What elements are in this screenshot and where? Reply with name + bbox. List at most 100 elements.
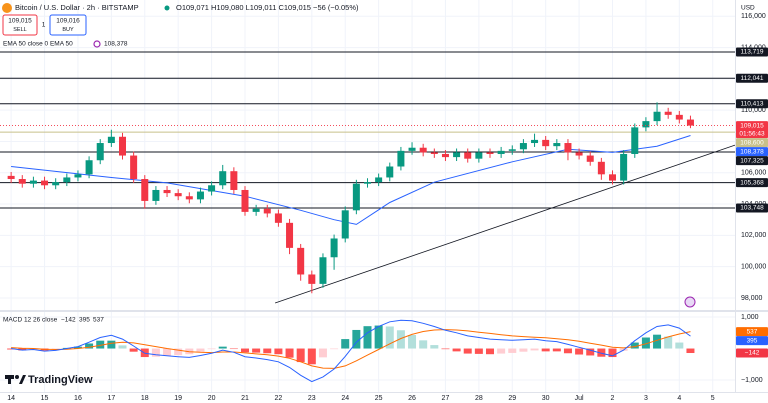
candle-body xyxy=(297,247,305,275)
macd-hist-legend: −142 xyxy=(61,317,76,324)
histogram-bar xyxy=(330,348,339,350)
histogram-bar xyxy=(441,348,450,350)
alert-icon[interactable] xyxy=(684,296,696,308)
buy-label: BUY xyxy=(62,27,74,33)
y-tick-label: −1,000 xyxy=(741,377,763,384)
candle-body xyxy=(419,147,427,153)
x-tick-label: 28 xyxy=(475,395,483,402)
x-tick-label: 14 xyxy=(7,395,15,402)
axis-label-box xyxy=(736,156,768,166)
axis-label: 112,041 xyxy=(740,75,763,82)
candle-body xyxy=(152,189,160,201)
histogram-bar xyxy=(552,348,561,352)
axis-label-box xyxy=(736,348,768,358)
candle-body xyxy=(341,210,349,239)
histogram-bar xyxy=(385,326,394,349)
ohlc-values: O109,071 H109,080 L109,011 C109,015 −56 … xyxy=(176,3,359,12)
symbol-title: Bitcoin / U.S. Dollar · 2h · BITSTAMP xyxy=(15,3,139,12)
axis-label-box xyxy=(736,47,768,57)
candle-body xyxy=(631,127,639,154)
histogram-bar xyxy=(18,348,27,351)
axis-label: 110,413 xyxy=(740,100,763,107)
axis-label: −142 xyxy=(745,350,760,357)
candle-body xyxy=(664,111,672,115)
candle-body xyxy=(575,152,583,156)
histogram-bar xyxy=(241,348,249,353)
candle-body xyxy=(475,152,483,159)
candle-body xyxy=(620,153,628,181)
histogram-bar xyxy=(641,337,650,349)
candle-body xyxy=(542,139,550,147)
indicator-icon[interactable] xyxy=(93,40,101,48)
candle-body xyxy=(686,119,694,126)
candle-body xyxy=(141,179,149,201)
histogram-bar xyxy=(486,348,494,355)
histogram-bar xyxy=(341,339,350,349)
logo-part xyxy=(15,375,19,379)
axis-label: 113,719 xyxy=(740,49,763,56)
candle-body xyxy=(330,238,338,258)
y-tick-label: 116,000 xyxy=(741,13,766,20)
histogram-bar xyxy=(686,348,695,354)
brand-logo: TradingView xyxy=(5,374,93,386)
candle-body xyxy=(163,189,171,194)
histogram-bar xyxy=(274,348,283,355)
y-tick-label: 106,000 xyxy=(741,170,766,177)
x-tick-label: 27 xyxy=(442,395,450,402)
axis-label-box xyxy=(736,73,768,83)
candle-body xyxy=(508,149,516,151)
y-tick-label: 102,000 xyxy=(741,232,766,239)
histogram-bar xyxy=(151,348,160,357)
x-tick-label: 3 xyxy=(644,395,648,402)
plot-layer: 14 15 16 17 18 19 20 21 22 23 24 25 26 27 28 29 30 Jul 2 3 4… xyxy=(0,0,736,402)
histogram-bar xyxy=(374,325,383,349)
histogram-bar xyxy=(541,348,550,352)
axis-label-box xyxy=(736,147,768,157)
axis-label: 103,748 xyxy=(740,205,764,212)
candle-body xyxy=(519,143,527,150)
buy-button[interactable] xyxy=(49,14,87,36)
trend-line xyxy=(274,144,736,304)
candle-body xyxy=(7,175,15,180)
candle-body xyxy=(531,139,539,144)
candle-body xyxy=(586,155,594,162)
axis-label: 105,368 xyxy=(740,179,764,186)
histogram-bar xyxy=(452,348,461,352)
histogram-bar xyxy=(508,348,517,353)
candle-body xyxy=(241,189,249,212)
macd-title: MACD 12 26 close xyxy=(3,317,58,324)
indicator-title: EMA 50 close 0 EMA 50 xyxy=(3,41,73,48)
histogram-bar xyxy=(163,348,172,356)
candle-body xyxy=(208,185,216,192)
x-tick-label: 4 xyxy=(677,395,681,402)
y-tick-label: 100,000 xyxy=(741,263,766,270)
histogram-bar xyxy=(419,340,428,349)
histogram-bar xyxy=(285,348,294,358)
quantity: 1 xyxy=(42,22,46,29)
signal-line xyxy=(11,329,691,369)
candle-body xyxy=(63,177,71,183)
x-tick-label: 30 xyxy=(542,395,550,402)
x-tick-label: 24 xyxy=(341,395,349,402)
x-tick-label: 17 xyxy=(107,395,115,402)
histogram-bar xyxy=(174,348,183,356)
candle-body xyxy=(375,177,383,183)
candle-body xyxy=(308,274,316,284)
candle-body xyxy=(386,166,394,178)
x-tick-label: 2 xyxy=(611,395,615,402)
currency: USD xyxy=(741,5,755,12)
candle-body xyxy=(464,152,472,159)
price-axis-labels: 98,000100,000102,000104,000106,000108,00… xyxy=(736,13,768,384)
candle-body xyxy=(352,183,360,211)
histogram-bar xyxy=(519,348,528,352)
histogram-bar xyxy=(118,345,127,349)
histogram-bar xyxy=(296,348,305,363)
axis-label: 395 xyxy=(747,337,758,344)
candle-body xyxy=(397,150,405,167)
ema-line xyxy=(11,135,691,225)
candle-body xyxy=(85,160,93,175)
sell-button[interactable] xyxy=(2,14,38,36)
axis-label-box xyxy=(736,178,768,188)
candle-body xyxy=(119,136,126,156)
histogram-bar xyxy=(675,342,684,349)
